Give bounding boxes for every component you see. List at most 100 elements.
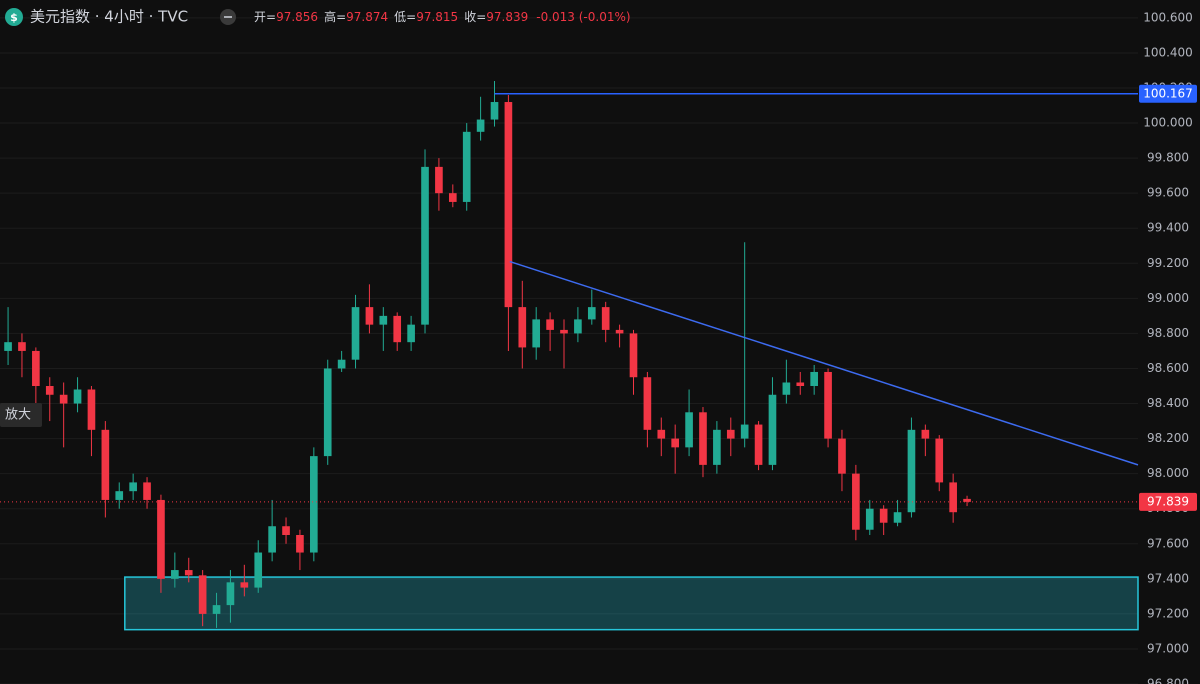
candle-body (907, 429, 916, 513)
candle-body (365, 307, 374, 325)
candle-body (462, 131, 471, 202)
candle-body (949, 482, 957, 513)
candle-body (87, 389, 96, 430)
ohlc-label: 收= (464, 10, 486, 24)
candle-body (129, 482, 137, 492)
candle-body (504, 102, 513, 308)
candle-body (838, 438, 846, 474)
candle-body (268, 526, 276, 553)
candle-body (685, 412, 693, 448)
y-tick-label: 98.200 (1147, 431, 1189, 445)
candle-body (629, 333, 638, 378)
candle-body (852, 473, 860, 530)
candle-body (810, 371, 818, 386)
candle-body (212, 605, 221, 614)
y-tick-label: 99.000 (1147, 291, 1189, 305)
hline-tag (1139, 84, 1197, 103)
y-tick-label: 99.400 (1147, 221, 1189, 235)
symbol-icon-glyph: $ (10, 11, 18, 24)
candle-body (18, 342, 26, 351)
candle-body (143, 482, 151, 500)
candle-body (32, 350, 40, 386)
y-tick-label: 100.000 (1143, 116, 1193, 130)
candle-body (240, 582, 249, 588)
candle-body (740, 424, 749, 439)
candle-body (963, 498, 971, 502)
candle-body (379, 315, 388, 325)
ohlc-legend: 开=97.856 高=97.874 低=97.815 收=97.839 -0.013 (… (254, 9, 631, 24)
candle-body (337, 359, 346, 369)
ohlc-label: 高= (324, 9, 346, 24)
candle-body (421, 166, 429, 325)
candle-body (601, 307, 610, 330)
candle-body (351, 307, 360, 360)
candle-body (615, 329, 624, 334)
candle-body (671, 438, 680, 448)
candle-body (532, 319, 541, 348)
candle-body (824, 371, 832, 439)
chart-title: 美元指数 · 4小时 · TVC (30, 8, 188, 26)
candle-body (226, 582, 235, 606)
candle-body (310, 456, 318, 553)
candle-body (296, 534, 304, 553)
candle-body (59, 394, 68, 404)
hline-tag-label: 100.167 (1143, 86, 1193, 100)
trendline (509, 260, 1139, 466)
candle-body (782, 382, 791, 395)
candle-body (726, 429, 735, 439)
y-tick-label: 98.400 (1147, 396, 1189, 410)
candle-body (490, 102, 499, 120)
candle-body (560, 329, 568, 334)
candle-body (198, 575, 207, 614)
candle-body (171, 570, 179, 579)
last-price-label: 97.839 (1147, 494, 1189, 508)
y-tick-label: 99.600 (1147, 186, 1189, 200)
candle-body (476, 119, 485, 132)
candle-body (184, 570, 193, 576)
candle-body (4, 342, 12, 351)
ohlc-value: 97.839 (486, 10, 528, 24)
candle-body (393, 315, 402, 343)
ohlc-value: 97.874 (346, 10, 388, 24)
candle-body (754, 424, 763, 465)
candle-body (699, 412, 707, 465)
candle-body (73, 389, 82, 404)
y-tick-label: 99.200 (1147, 256, 1189, 270)
y-tick-label: 97.000 (1147, 641, 1189, 655)
symbol-icon (5, 8, 23, 26)
y-tick-label: 100.600 (1143, 10, 1193, 24)
candle-body (643, 377, 652, 430)
price-zone (124, 576, 1139, 631)
candle-body (282, 526, 290, 535)
y-tick-label: 97.200 (1147, 606, 1189, 620)
candle-body (587, 307, 596, 320)
candle-body (657, 429, 666, 439)
y-tick-label: 96.800 (1147, 677, 1189, 684)
y-tick-label: 97.600 (1147, 536, 1189, 550)
y-tick-label: 98.000 (1147, 466, 1189, 480)
y-tick-label: 97.400 (1147, 571, 1189, 585)
candle-body (254, 552, 263, 588)
candle-body (935, 438, 944, 483)
candle-body (518, 307, 527, 348)
candle-body (115, 491, 124, 500)
y-tick-label: 98.600 (1147, 361, 1189, 375)
ohlc-value: 97.856 (276, 10, 318, 24)
candle-body (713, 429, 721, 465)
last-price-tag (1139, 492, 1197, 511)
ohlc-change: -0.013 (-0.01%) (536, 10, 630, 24)
zoom-button-label[interactable]: 放大 (5, 408, 31, 423)
candle-body (407, 324, 415, 343)
candle-body (893, 512, 902, 523)
candle-body (546, 319, 554, 330)
zoom-button[interactable] (0, 403, 42, 427)
candle-body (865, 508, 874, 530)
y-tick-label: 100.400 (1143, 45, 1193, 59)
candle-body (796, 382, 805, 386)
candle-body (448, 193, 457, 202)
y-tick-label: 99.800 (1147, 151, 1189, 165)
candle-body (435, 166, 443, 194)
